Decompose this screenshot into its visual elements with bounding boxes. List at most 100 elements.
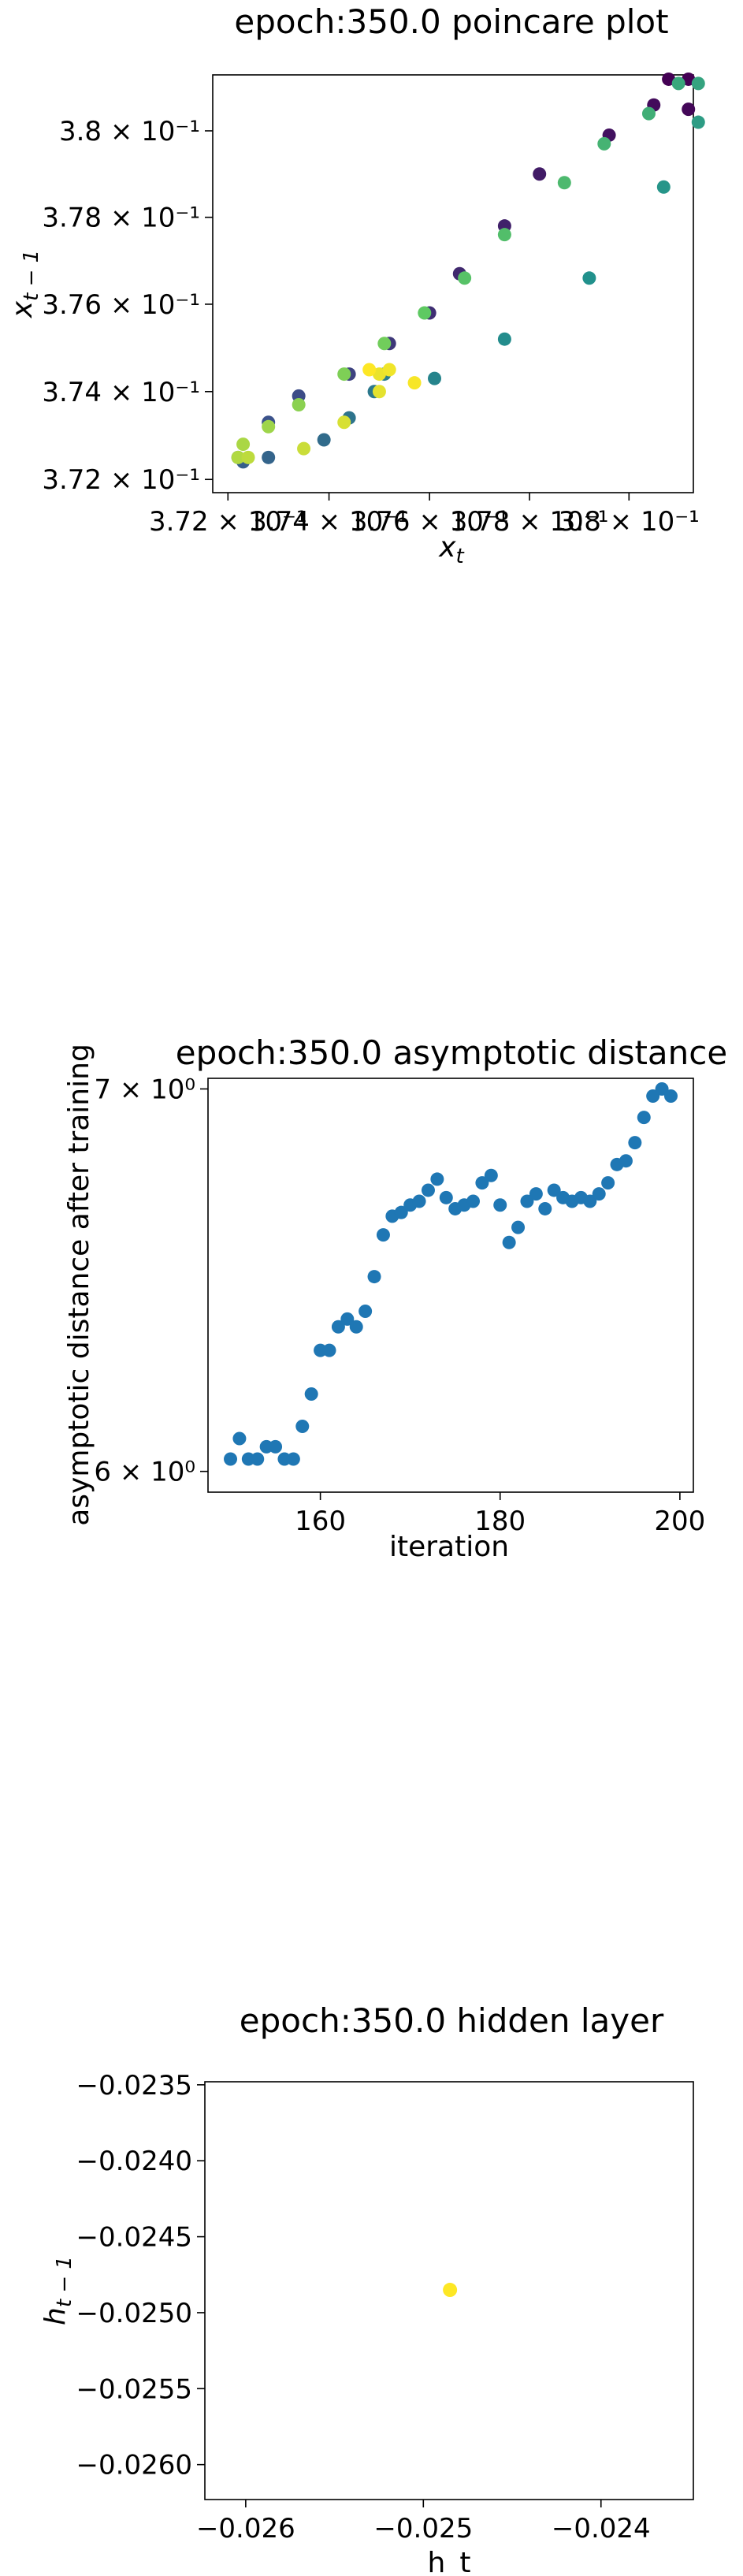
data-point xyxy=(358,1305,373,1319)
chart-title: epoch:350.0 asymptotic distance xyxy=(176,1033,727,1072)
y-tick-label: 3.72 × 10⁻¹ xyxy=(42,464,200,496)
x-tick-label: 3.78 × 10⁻¹ xyxy=(451,506,609,538)
data-point xyxy=(394,1205,408,1219)
data-point xyxy=(493,1198,507,1212)
data-point xyxy=(597,136,611,151)
x-axis-label: h_t xyxy=(428,2547,471,2576)
y-tick-label: 3.76 × 10⁻¹ xyxy=(42,289,200,321)
data-point xyxy=(691,76,705,91)
data-point xyxy=(224,1452,238,1466)
data-point xyxy=(547,1183,561,1197)
data-point xyxy=(337,367,351,382)
y-tick-label: 7 × 10⁰ xyxy=(94,1074,195,1105)
data-point xyxy=(322,1343,336,1357)
data-point xyxy=(236,437,251,452)
data-point xyxy=(691,115,705,129)
data-point xyxy=(511,1220,526,1234)
data-point xyxy=(646,1089,660,1103)
x-axis-label: xt xyxy=(438,531,464,568)
y-tick-label: 6 × 10⁰ xyxy=(94,1457,195,1488)
data-point xyxy=(376,1228,390,1242)
data-point xyxy=(407,376,422,390)
data-point xyxy=(592,1187,606,1201)
y-tick-label: 3.8 × 10⁻¹ xyxy=(59,116,200,147)
y-axis-label: ht − 1 xyxy=(39,2256,76,2325)
y-tick-label: −0.0255 xyxy=(76,2373,192,2405)
data-point xyxy=(430,1172,444,1186)
y-tick-label: −0.0235 xyxy=(76,2070,192,2101)
chart-title: epoch:350.0 hidden layer xyxy=(240,2001,664,2040)
data-point xyxy=(367,1270,381,1284)
y-tick-label: −0.0245 xyxy=(76,2222,192,2254)
data-point xyxy=(443,2283,458,2298)
data-point xyxy=(533,167,547,181)
plot-frame xyxy=(204,2081,694,2500)
data-point xyxy=(484,1168,498,1182)
hidden-layer-chart: epoch:350.0 hidden layer −0.026 −0.025 −0.… xyxy=(39,2001,694,2576)
y-axis-label: asymptotic distance after training xyxy=(63,1044,95,1526)
data-point xyxy=(601,1176,615,1190)
asymptotic-distance-chart: epoch:350.0 asymptotic distance 160 180 20… xyxy=(63,1033,727,1563)
data-point xyxy=(317,433,331,447)
y-tick-label: −0.0250 xyxy=(76,2298,192,2329)
data-point xyxy=(418,306,432,320)
data-point xyxy=(421,1183,435,1197)
data-point xyxy=(538,1201,552,1215)
data-point xyxy=(297,441,311,456)
data-point xyxy=(475,1176,489,1190)
x-tick-label: −0.024 xyxy=(552,2513,651,2544)
data-point xyxy=(251,1452,265,1466)
data-point xyxy=(466,1194,481,1208)
x-axis-label: iteration xyxy=(389,1531,509,1563)
x-tick-label: 3.72 × 10⁻¹ xyxy=(149,506,307,538)
data-point xyxy=(412,1194,426,1208)
chart-title: epoch:350.0 poincare plot xyxy=(234,2,668,41)
data-point xyxy=(232,1431,247,1446)
data-point xyxy=(497,332,511,346)
data-point xyxy=(349,1320,363,1334)
data-point xyxy=(269,1439,283,1454)
x-tick-label: −0.026 xyxy=(196,2513,295,2544)
data-point xyxy=(458,271,472,285)
data-point xyxy=(241,450,255,464)
data-point xyxy=(497,228,511,242)
data-point xyxy=(529,1187,543,1201)
data-point xyxy=(372,367,386,382)
data-point xyxy=(619,1154,633,1168)
data-point xyxy=(671,76,685,91)
data-point xyxy=(377,337,392,351)
data-point xyxy=(637,1111,651,1125)
data-point xyxy=(362,363,377,377)
data-point xyxy=(372,385,386,399)
data-point xyxy=(382,363,396,377)
x-tick-label: 3.76 × 10⁻¹ xyxy=(351,506,509,538)
data-point xyxy=(295,1419,310,1433)
data-point xyxy=(582,271,596,285)
y-tick-label: 3.78 × 10⁻¹ xyxy=(42,203,200,234)
data-point xyxy=(428,371,442,385)
data-point xyxy=(656,180,671,194)
data-point xyxy=(304,1387,318,1402)
data-point xyxy=(520,1194,534,1208)
x-tick-label: 180 xyxy=(474,1506,526,1537)
plot-frame xyxy=(212,74,694,493)
y-tick-label: −0.0240 xyxy=(76,2146,192,2177)
x-tick-label: −0.025 xyxy=(373,2513,473,2544)
data-point xyxy=(628,1136,642,1150)
data-point xyxy=(337,415,351,430)
data-point xyxy=(682,102,696,117)
data-point xyxy=(286,1452,300,1466)
data-point xyxy=(557,176,571,190)
data-point xyxy=(292,397,306,411)
plot-frame xyxy=(207,1078,694,1493)
poincare-plot-chart: epoch:350.0 poincare plot 3.72 × 10⁻¹3.7… xyxy=(6,2,705,568)
data-point xyxy=(583,1194,597,1208)
data-point xyxy=(502,1235,516,1249)
y-axis-label: xt − 1 xyxy=(6,250,43,318)
x-tick-label: 3.74 × 10⁻¹ xyxy=(250,506,408,538)
data-point xyxy=(663,1089,678,1103)
y-tick-label: 3.74 × 10⁻¹ xyxy=(42,377,200,408)
data-point xyxy=(262,450,276,464)
data-point xyxy=(439,1190,453,1204)
data-point xyxy=(641,106,656,121)
